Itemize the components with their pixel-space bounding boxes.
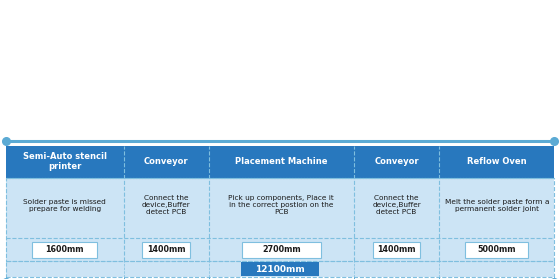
Bar xyxy=(439,146,554,178)
Text: Reflow Oven: Reflow Oven xyxy=(467,157,526,166)
Text: Connect the
device,Buffer
detect PCB: Connect the device,Buffer detect PCB xyxy=(142,196,190,215)
Text: 1400mm: 1400mm xyxy=(147,245,185,254)
Bar xyxy=(209,178,354,238)
Bar xyxy=(6,146,124,178)
Text: Connect the
device,Buffer
detect PCB: Connect the device,Buffer detect PCB xyxy=(372,196,421,215)
FancyBboxPatch shape xyxy=(142,242,190,258)
Bar xyxy=(124,238,209,261)
Bar xyxy=(439,238,554,261)
Text: Melt the solder paste form a
permanent solder joint: Melt the solder paste form a permanent s… xyxy=(445,199,549,212)
Text: 2700mm: 2700mm xyxy=(262,245,301,254)
Bar xyxy=(6,178,124,238)
FancyBboxPatch shape xyxy=(465,242,529,258)
Bar xyxy=(209,146,354,178)
FancyBboxPatch shape xyxy=(32,242,97,258)
Text: Conveyor: Conveyor xyxy=(144,157,188,166)
Text: 5000mm: 5000mm xyxy=(478,245,516,254)
Text: 12100mm: 12100mm xyxy=(255,264,305,274)
Text: Placement Machine: Placement Machine xyxy=(235,157,328,166)
Text: Semi-Auto stencil
printer: Semi-Auto stencil printer xyxy=(22,152,106,171)
Bar xyxy=(124,146,209,178)
FancyBboxPatch shape xyxy=(373,242,421,258)
Bar xyxy=(209,238,354,261)
Bar xyxy=(124,178,209,238)
Text: 1600mm: 1600mm xyxy=(45,245,84,254)
Text: Conveyor: Conveyor xyxy=(374,157,419,166)
FancyBboxPatch shape xyxy=(242,242,321,258)
Bar xyxy=(354,238,439,261)
Text: Solder paste is missed
prepare for welding: Solder paste is missed prepare for weldi… xyxy=(23,199,106,212)
Bar xyxy=(6,238,124,261)
Bar xyxy=(6,261,554,277)
Bar xyxy=(439,178,554,238)
Text: Pick up components, Place it
in the correct postion on the
PCB: Pick up components, Place it in the corr… xyxy=(228,196,334,215)
Text: 1400mm: 1400mm xyxy=(377,245,416,254)
Bar xyxy=(354,146,439,178)
Bar xyxy=(354,178,439,238)
Bar xyxy=(241,262,319,276)
